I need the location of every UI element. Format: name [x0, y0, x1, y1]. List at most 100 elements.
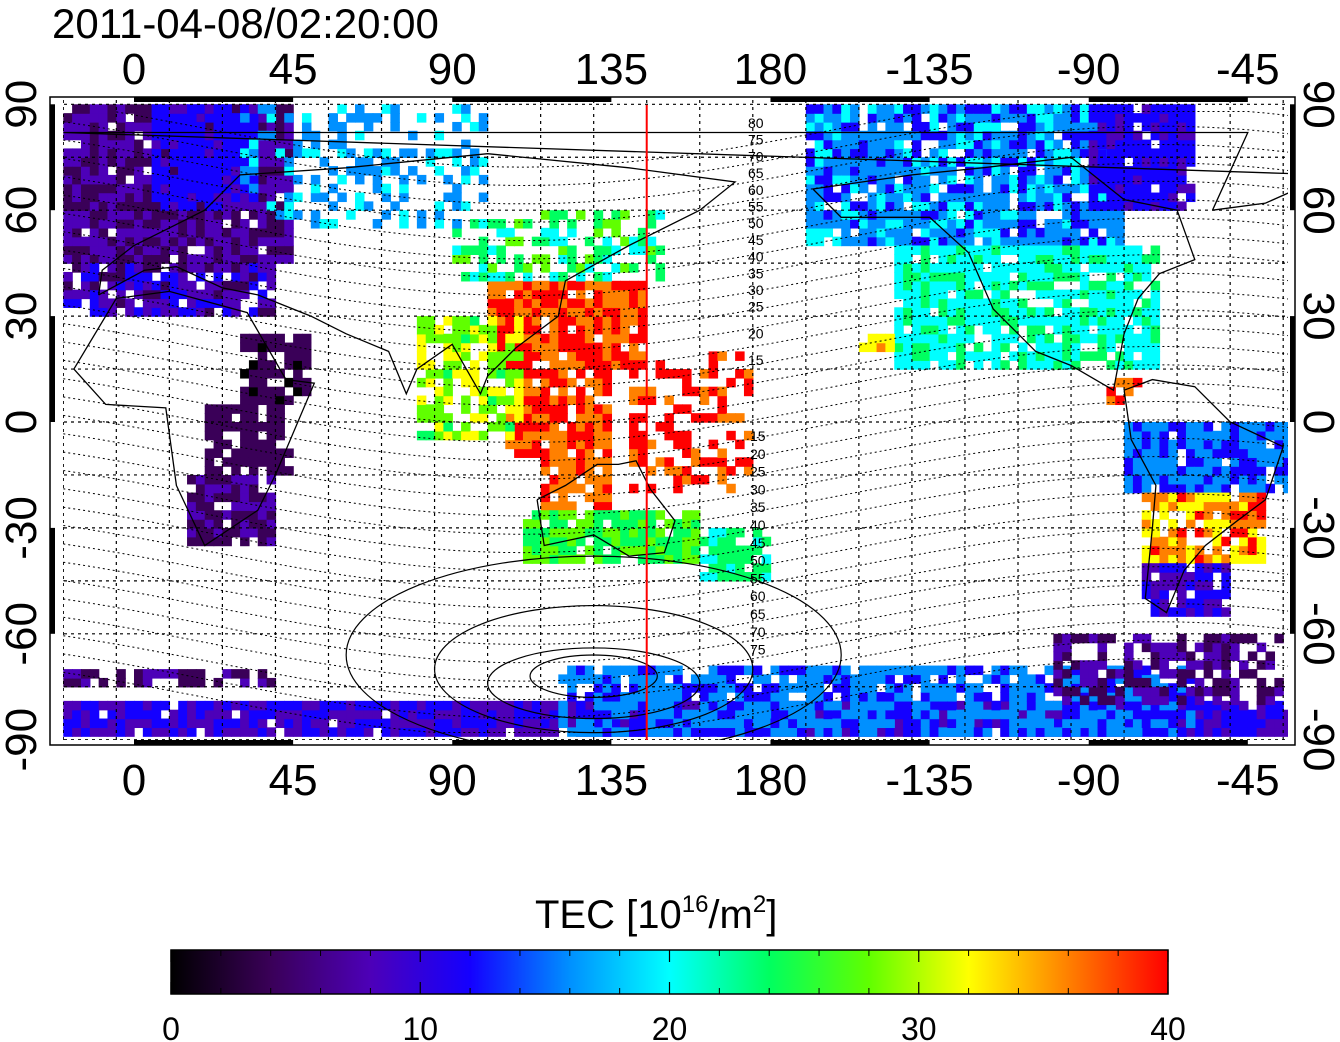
tec-cell [620, 210, 630, 220]
tec-cell [823, 130, 834, 141]
tec-cell [1044, 104, 1055, 114]
tec-cell [1124, 351, 1134, 361]
tec-cell [116, 130, 126, 141]
tec-cell [549, 289, 559, 300]
tec-cell [982, 157, 993, 167]
tec-cell [275, 219, 285, 229]
tec-cell [416, 210, 427, 220]
tec-cell [134, 227, 144, 238]
tec-cell [399, 700, 409, 711]
tec-cell [310, 174, 321, 185]
tec-cell [584, 395, 595, 406]
tec-cell [938, 683, 948, 693]
tec-cell [195, 289, 206, 300]
tec-cell [116, 700, 126, 711]
tec-cell [231, 510, 241, 520]
tec-cell [894, 121, 904, 132]
tec-cell [735, 554, 745, 564]
tec-cell [805, 210, 816, 220]
tec-cell [964, 351, 975, 361]
tec-cell [522, 718, 533, 729]
tec-cell [266, 236, 277, 247]
tec-cell [973, 718, 984, 729]
tec-cell [1000, 113, 1010, 123]
tec-cell [195, 236, 206, 247]
tec-cell [1221, 422, 1231, 432]
tec-cell [231, 183, 241, 194]
tec-cell [655, 245, 666, 255]
tec-cell [956, 289, 966, 300]
tec-cell [1141, 686, 1152, 697]
tec-cell [850, 727, 860, 737]
tec-cell [80, 121, 91, 132]
tec-cell [372, 183, 383, 194]
contour-label-south: 25 [750, 464, 766, 480]
tec-cell [867, 236, 878, 247]
tec-cell [1124, 430, 1134, 441]
tec-cell [567, 298, 577, 308]
tec-cell [98, 718, 109, 729]
tec-cell [1247, 554, 1258, 564]
tec-cell [1185, 130, 1196, 141]
axis-bar-right [1290, 527, 1295, 634]
tec-cell [1247, 439, 1258, 450]
tec-cell [611, 683, 621, 693]
tec-cell [1088, 166, 1099, 176]
tec-cell [1150, 563, 1161, 573]
tec-cell [646, 683, 657, 693]
tec-cell [1026, 183, 1037, 194]
tec-cell [195, 183, 206, 194]
tec-cell [240, 369, 250, 379]
tec-cell [531, 289, 542, 300]
tec-cell [301, 342, 312, 353]
tec-cell [195, 201, 206, 211]
tec-cell [1159, 727, 1169, 737]
tec-cell [469, 430, 480, 441]
tec-cell [522, 536, 533, 547]
tec-cell [717, 351, 727, 361]
tec-cell [1247, 474, 1258, 485]
tec-cell [611, 360, 621, 370]
tec-cell [408, 727, 418, 737]
tec-cell [876, 104, 887, 114]
tec-cell [107, 298, 117, 308]
tec-cell [98, 677, 109, 688]
tec-cell [1000, 236, 1010, 247]
tec-cell [496, 219, 506, 229]
tec-cell [682, 536, 692, 547]
tec-cell [814, 166, 825, 176]
tec-cell [213, 227, 224, 238]
tec-cell [195, 718, 206, 729]
tec-cell [973, 104, 984, 114]
tec-cell [514, 298, 524, 308]
tec-cell [549, 413, 559, 423]
tec-cell [841, 227, 851, 238]
tec-cell [266, 183, 277, 194]
mlat-pole-contour [486, 647, 701, 720]
tec-cell [593, 683, 604, 693]
tec-cell [346, 148, 356, 158]
tec-cell [726, 665, 736, 676]
tec-cell [1141, 474, 1152, 485]
tec-cell [1239, 519, 1249, 529]
tec-cell [240, 474, 250, 485]
tec-cell [567, 536, 577, 547]
tec-cell [558, 210, 568, 220]
tec-cell [257, 121, 268, 132]
tec-cell [823, 157, 834, 167]
tec-cell [187, 474, 197, 485]
tec-cell [1221, 439, 1231, 450]
tec-cell [204, 174, 215, 185]
tec-cell [240, 700, 250, 711]
tec-cell [1221, 492, 1231, 503]
tec-cell [1177, 501, 1187, 511]
tec-cell [726, 527, 736, 538]
tec-cell [841, 201, 851, 211]
tec-cell [832, 718, 842, 729]
tec-cell [346, 210, 356, 220]
tec-cell [222, 474, 232, 485]
tec-cell [1053, 263, 1063, 273]
tec-cell [1212, 563, 1222, 573]
tec-cell [98, 130, 109, 141]
tec-cell [938, 333, 948, 344]
